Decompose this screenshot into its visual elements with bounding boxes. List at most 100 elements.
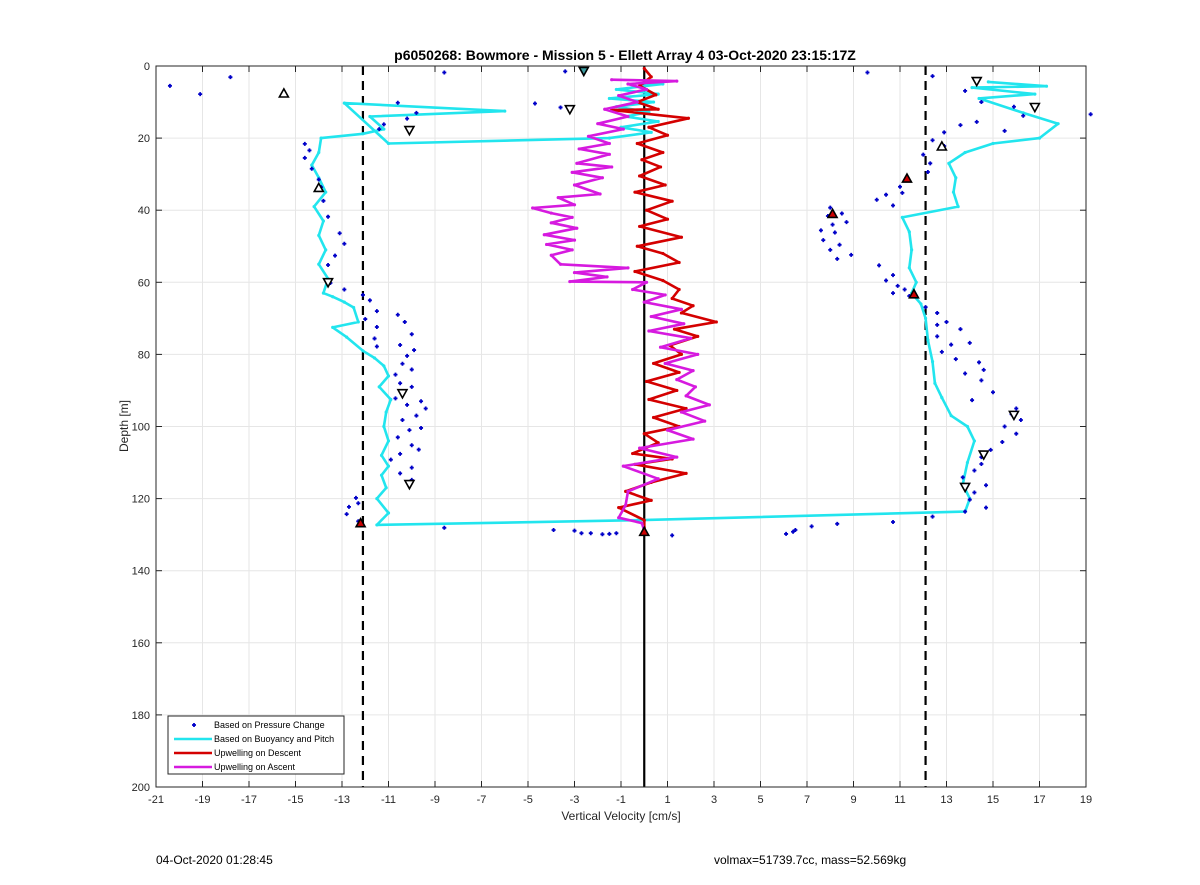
triangle-down-marker: [1008, 410, 1020, 422]
series-vertex: [661, 150, 665, 155]
series-vertex: [640, 521, 644, 525]
legend-label: Upwelling on Ascent: [214, 762, 296, 772]
triangle-up-marker: [354, 516, 367, 528]
series-vertex: [665, 133, 670, 137]
series-vertex: [617, 506, 621, 510]
pressure-point: [1000, 440, 1005, 445]
triangle-down-marker: [322, 277, 334, 289]
series-vertex: [631, 451, 635, 456]
series-vertex: [626, 266, 630, 270]
series-vertex: [352, 305, 356, 310]
series-vertex: [607, 141, 611, 146]
pressure-point: [309, 166, 314, 171]
pressure-point: [865, 70, 870, 75]
series-vertex: [644, 379, 649, 384]
series-vertex: [558, 262, 563, 266]
series-vertex: [658, 345, 663, 349]
pressure-point: [402, 319, 407, 324]
series-vertex: [607, 136, 611, 140]
series-vertex: [675, 378, 679, 382]
pressure-point: [167, 83, 172, 88]
series-vertex: [545, 242, 549, 247]
series-vertex: [696, 334, 700, 338]
pressure-point: [374, 344, 379, 349]
series-vertex: [624, 503, 628, 507]
series-vertex: [331, 325, 335, 329]
series-vertex: [617, 516, 621, 520]
series-vertex: [1056, 122, 1060, 126]
pressure-point: [395, 312, 400, 317]
series-vertex: [707, 403, 711, 407]
pressure-point: [832, 230, 837, 235]
series-vertex: [649, 314, 653, 319]
pressure-point: [398, 343, 403, 348]
triangle-up-marker: [908, 288, 920, 299]
series-vertex: [986, 80, 990, 84]
series-vertex: [572, 238, 577, 242]
pressure-point: [844, 220, 849, 225]
triangle-down-marker: [577, 66, 590, 78]
pressure-point: [409, 367, 414, 372]
series-vertex: [319, 136, 323, 140]
pressure-point: [793, 527, 798, 532]
triangle-up-marker: [312, 181, 325, 193]
series-vertex: [696, 352, 700, 356]
series-vertex: [572, 203, 577, 207]
series-vertex: [670, 296, 674, 301]
series-vertex: [684, 394, 688, 398]
series-vertex: [970, 86, 974, 90]
x-tick-label: 11: [894, 794, 905, 806]
pressure-point: [372, 336, 377, 341]
series-vertex: [647, 329, 651, 333]
y-tick-label: 180: [132, 710, 150, 722]
series-vertex: [665, 428, 670, 432]
pressure-point: [930, 138, 935, 143]
series-vertex: [656, 107, 660, 111]
series-vertex: [626, 114, 630, 119]
pressure-point: [409, 465, 414, 470]
pressure-point: [393, 396, 398, 401]
series-vertex: [914, 280, 918, 284]
series-vertex: [572, 270, 577, 275]
pressure-point: [967, 340, 972, 345]
pressure-point: [1011, 104, 1016, 109]
series-vertex: [675, 79, 679, 83]
series-vertex: [665, 217, 670, 221]
series-vertex: [386, 141, 391, 146]
pressure-point: [442, 70, 447, 75]
series-vertex: [679, 235, 684, 239]
series-vertex: [947, 161, 951, 165]
series-vertex: [635, 141, 639, 146]
series-vertex: [689, 336, 693, 340]
pressure-point: [835, 521, 840, 526]
series-vertex: [714, 320, 718, 324]
series-vertex: [663, 361, 667, 366]
series-vertex: [910, 248, 914, 252]
series-vertex: [610, 78, 614, 82]
series-vertex: [1044, 84, 1049, 88]
pressure-point: [398, 381, 403, 386]
pressure-point: [377, 127, 382, 132]
pressure-point: [326, 214, 331, 219]
pressure-point: [579, 531, 584, 536]
series-vertex: [672, 327, 677, 331]
pressure-point: [405, 116, 410, 121]
series-vertex: [345, 335, 349, 339]
series-vertex: [649, 75, 653, 79]
axis-ticks: -21 -19 -17 -15 -13 -11 -9 -7 -5 -3 -1 1 3 5 7 9 11 13 15 1…: [132, 61, 1092, 806]
pressure-point: [423, 406, 428, 411]
series-vertex: [679, 311, 684, 315]
pressure-point: [302, 155, 307, 160]
pressure-point: [979, 100, 984, 105]
pressure-point: [551, 527, 556, 532]
pressure-point: [395, 100, 400, 105]
pressure-point: [981, 367, 986, 372]
pressure-point: [935, 334, 940, 339]
series-vertex: [991, 141, 995, 146]
series-vertex: [575, 161, 579, 165]
pressure-point: [809, 524, 814, 529]
series-vertex: [642, 518, 646, 522]
series-vertex: [375, 497, 379, 501]
pressure-point: [988, 447, 993, 452]
x-tick-label: 1: [664, 794, 670, 806]
